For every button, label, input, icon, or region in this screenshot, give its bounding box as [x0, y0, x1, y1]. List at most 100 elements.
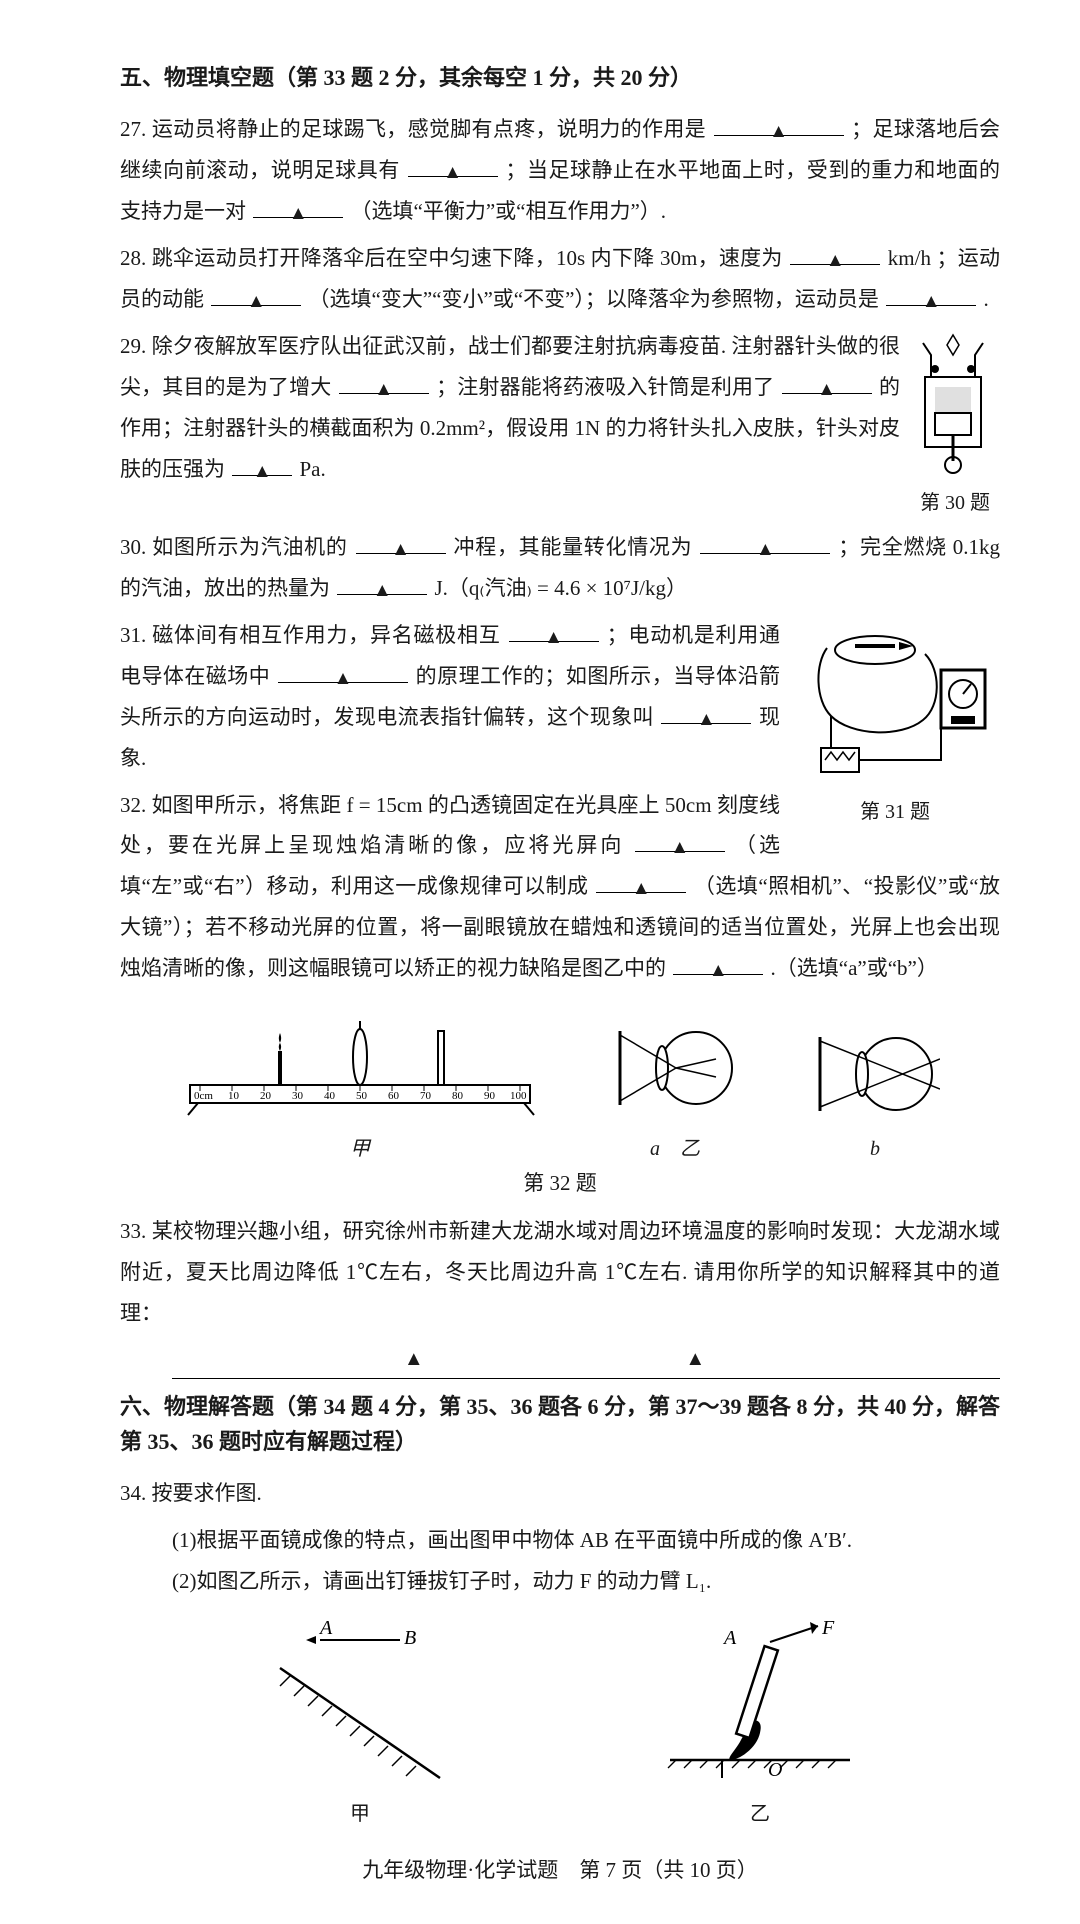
question-31: 31. 磁体间有相互作用力，异名磁极相互 ▲ ；电动机是利用通电导体在磁场中 ▲… [120, 615, 1000, 779]
label-O: O [768, 1759, 782, 1781]
figure-q32-row: 0cm1020 304050 607080 90100 [120, 1003, 1000, 1161]
blank: ▲ [339, 371, 429, 394]
svg-text:0cm: 0cm [194, 1090, 213, 1102]
q34-body: 按要求作图. [152, 1481, 262, 1505]
blank: ▲ [700, 531, 830, 554]
q33-answer-lines: ▲ ▲ [172, 1344, 1000, 1379]
q29-unit: Pa. [300, 457, 326, 481]
svg-text:50: 50 [356, 1090, 368, 1102]
triangle-icon: ▲ [697, 702, 716, 739]
svg-text:70: 70 [420, 1090, 432, 1102]
mirror-figure: A B 甲 [250, 1618, 470, 1826]
svg-text:60: 60 [388, 1090, 400, 1102]
blank: ▲ [673, 952, 763, 975]
label-B: B [404, 1627, 416, 1649]
blank: ▲ [886, 283, 976, 306]
question-34: 34. 按要求作图. [120, 1473, 1000, 1514]
q28-unit: km/h [888, 246, 931, 270]
svg-text:80: 80 [452, 1090, 464, 1102]
q30-body: 如图所示为汽油机的 ▲ 冲程，其能量转化情况为 ▲ ；完全燃烧 0.1kg 的汽… [120, 535, 1000, 600]
q29-body: 除夕夜解放军医疗队出征武汉前，战士们都要注射抗病毒疫苗. 注射器针头做的很尖，其… [120, 334, 900, 481]
q31-body: 磁体间有相互作用力，异名磁极相互 ▲ ；电动机是利用通电导体在磁场中 ▲ 的原理… [120, 623, 780, 770]
q34-sub2: (2)如图乙所示，请画出钉锤拔钉子时，动力 F 的动力臂 L₁. [120, 1561, 1000, 1602]
svg-text:100: 100 [510, 1090, 527, 1102]
blank: ▲ [232, 453, 292, 476]
svg-text:40: 40 [324, 1090, 336, 1102]
page-footer: 九年级物理·化学试题 第 7 页（共 10 页） [120, 1854, 1000, 1884]
section6-heading: 六、物理解答题（第 34 题 4 分，第 35、36 题各 6 分，第 37～3… [120, 1389, 1000, 1459]
q27-body: 运动员将静止的足球踢飞，感觉脚有点疼，说明力的作用是 ▲ ；足球落地后会继续向前… [120, 117, 1000, 223]
q32-num: 32. [120, 793, 146, 817]
blank: ▲ [596, 870, 686, 893]
blank: ▲ [782, 371, 872, 394]
bench-svg: 0cm1020 304050 607080 90100 [180, 1003, 540, 1123]
triangle-icon: ▲ [373, 573, 392, 610]
q28-t1: 跳伞运动员打开降落伞后在空中匀速下降，10s 内下降 30m，速度为 [152, 246, 783, 270]
question-27: 27. 运动员将静止的足球踢飞，感觉脚有点疼，说明力的作用是 ▲ ；足球落地后会… [120, 109, 1000, 232]
triangle-icon: ▲ [289, 196, 308, 233]
blank: ▲ [356, 531, 446, 554]
mirror-caption: 甲 [250, 1797, 470, 1826]
question-30: 30. 如图所示为汽油机的 ▲ 冲程，其能量转化情况为 ▲ ；完全燃烧 0.1k… [120, 527, 1000, 609]
blank: ▲ [278, 660, 408, 683]
eye-b-label: b [810, 1138, 940, 1161]
blank: ▲ [337, 572, 427, 595]
q27-num: 27. [120, 117, 146, 141]
question-33: 33. 某校物理兴趣小组，研究徐州市新建大龙湖水域对周边环境温度的影响时发现：大… [120, 1211, 1000, 1334]
triangle-icon: ▲ [709, 953, 728, 990]
triangle-icon: ▲ [670, 830, 689, 867]
question-32: 32. 如图甲所示，将焦距 f = 15cm 的凸透镜固定在光具座上 50cm … [120, 785, 1000, 990]
triangle-icon: ▲ [391, 532, 410, 569]
blank: ▲ [635, 829, 725, 852]
q34-num: 34. [120, 1481, 146, 1505]
q32-note3: .（选填“a”或“b”） [771, 956, 938, 980]
svg-text:20: 20 [260, 1090, 272, 1102]
section5-heading: 五、物理填空题（第 33 题 2 分，其余每空 1 分，共 20 分） [120, 60, 1000, 95]
blank: ▲ [714, 113, 844, 136]
question-29: 29. 除夕夜解放军医疗队出征武汉前，战士们都要注射抗病毒疫苗. 注射器针头做的… [120, 326, 1000, 521]
triangle-icon: ▲ [544, 620, 563, 657]
q33-num: 33. [120, 1219, 146, 1243]
hammer-caption: 乙 [650, 1797, 870, 1826]
exam-page: 五、物理填空题（第 33 题 2 分，其余每空 1 分，共 20 分） 27. … [0, 0, 1080, 1924]
triangle-icon: ▲ [826, 243, 845, 280]
triangle-icon: ▲ [685, 1348, 705, 1371]
hammer-svg: A F O [650, 1618, 870, 1788]
answer-line: ▲ ▲ [172, 1344, 1000, 1379]
eye-group-label: 乙 [680, 1138, 700, 1160]
triangle-icon: ▲ [769, 114, 788, 151]
q31-num: 31. [120, 623, 146, 647]
label-A2: A [722, 1627, 737, 1649]
q32-body: 如图甲所示，将焦距 f = 15cm 的凸透镜固定在光具座上 50cm 刻度线处… [120, 793, 1000, 981]
triangle-icon: ▲ [253, 454, 272, 491]
fig32-caption: 第 32 题 [120, 1167, 1000, 1197]
blank: ▲ [661, 701, 751, 724]
triangle-icon: ▲ [334, 661, 353, 698]
q34-figures: A B 甲 [120, 1618, 1000, 1826]
q30-num: 30. [120, 535, 146, 559]
q27-t4: （选填“平衡力”或“相互作用力”）. [351, 199, 667, 223]
triangle-icon: ▲ [632, 871, 651, 908]
eye-a-label: a [650, 1138, 660, 1160]
blank: ▲ [211, 283, 301, 306]
q30-formula: J.（q₍汽油₎ = 4.6 × 10⁷J/kg） [435, 576, 688, 600]
eye-figure-b: b [810, 1019, 940, 1161]
q34-sub1: (1)根据平面镜成像的特点，画出图甲中物体 AB 在平面镜中所成的像 A′B′. [120, 1520, 1000, 1561]
q30-t1: 如图所示为汽油机的 [152, 535, 347, 559]
eye-b-svg [810, 1019, 940, 1129]
q31-t1: 磁体间有相互作用力，异名磁极相互 [152, 623, 500, 647]
blank: ▲ [790, 242, 880, 265]
blank: ▲ [408, 154, 498, 177]
label-A: A [318, 1618, 333, 1639]
triangle-icon: ▲ [756, 532, 775, 569]
triangle-icon: ▲ [404, 1348, 424, 1371]
blank: ▲ [253, 195, 343, 218]
q28-num: 28. [120, 246, 146, 270]
triangle-icon: ▲ [374, 372, 393, 409]
q29-t2: ；注射器能将药液吸入针筒是利用了 [436, 375, 774, 399]
q29-num: 29. [120, 334, 146, 358]
eye-a-svg [610, 1013, 740, 1123]
q27-t1: 运动员将静止的足球踢飞，感觉脚有点疼，说明力的作用是 [152, 117, 706, 141]
hammer-figure: A F O 乙 [650, 1618, 870, 1826]
svg-text:10: 10 [228, 1090, 240, 1102]
